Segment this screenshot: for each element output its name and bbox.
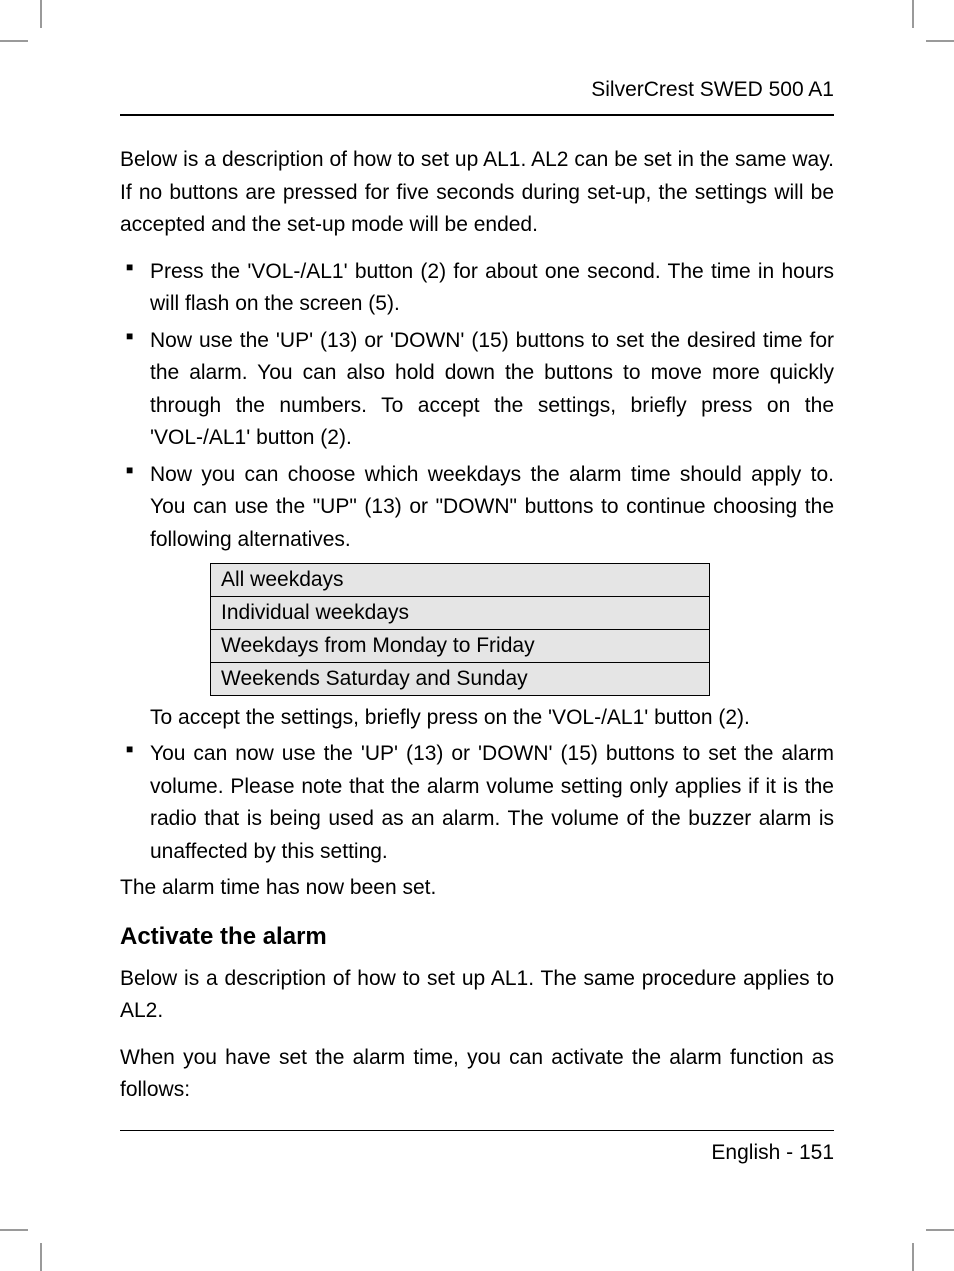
crop-mark: [0, 1229, 28, 1231]
page-footer-wrap: English - 151: [120, 1110, 834, 1165]
page-number: English - 151: [120, 1131, 834, 1165]
list-item: Now use the 'UP' (13) or 'DOWN' (15) but…: [120, 325, 834, 455]
crop-mark: [926, 1229, 954, 1231]
crop-mark: [40, 0, 42, 28]
crop-mark: [912, 0, 914, 28]
list-item: Press the 'VOL-/AL1' button (2) for abou…: [120, 256, 834, 321]
section-paragraph: Below is a description of how to set up …: [120, 963, 834, 1028]
instruction-list-top: Press the 'VOL-/AL1' button (2) for abou…: [120, 256, 834, 557]
page-content: SilverCrest SWED 500 A1 Below is a descr…: [120, 78, 834, 1178]
table-row: Weekends Saturday and Sunday: [211, 662, 710, 695]
crop-mark: [926, 40, 954, 42]
weekday-options-table: All weekdays Individual weekdays Weekday…: [210, 563, 710, 696]
crop-mark: [0, 40, 28, 42]
running-header: SilverCrest SWED 500 A1: [120, 78, 834, 116]
instruction-list-bottom: You can now use the 'UP' (13) or 'DOWN' …: [120, 738, 834, 868]
table-row: Weekdays from Monday to Friday: [211, 629, 710, 662]
after-table-paragraph: To accept the settings, briefly press on…: [120, 702, 834, 735]
closing-paragraph: The alarm time has now been set.: [120, 872, 834, 905]
list-item: Now you can choose which weekdays the al…: [120, 459, 834, 557]
intro-paragraph: Below is a description of how to set up …: [120, 144, 834, 242]
table-row: Individual weekdays: [211, 596, 710, 629]
section-heading-activate-alarm: Activate the alarm: [120, 923, 834, 951]
crop-mark: [40, 1243, 42, 1271]
table-row: All weekdays: [211, 563, 710, 596]
list-item: You can now use the 'UP' (13) or 'DOWN' …: [120, 738, 834, 868]
section-paragraph: When you have set the alarm time, you ca…: [120, 1042, 834, 1107]
crop-mark: [912, 1243, 914, 1271]
